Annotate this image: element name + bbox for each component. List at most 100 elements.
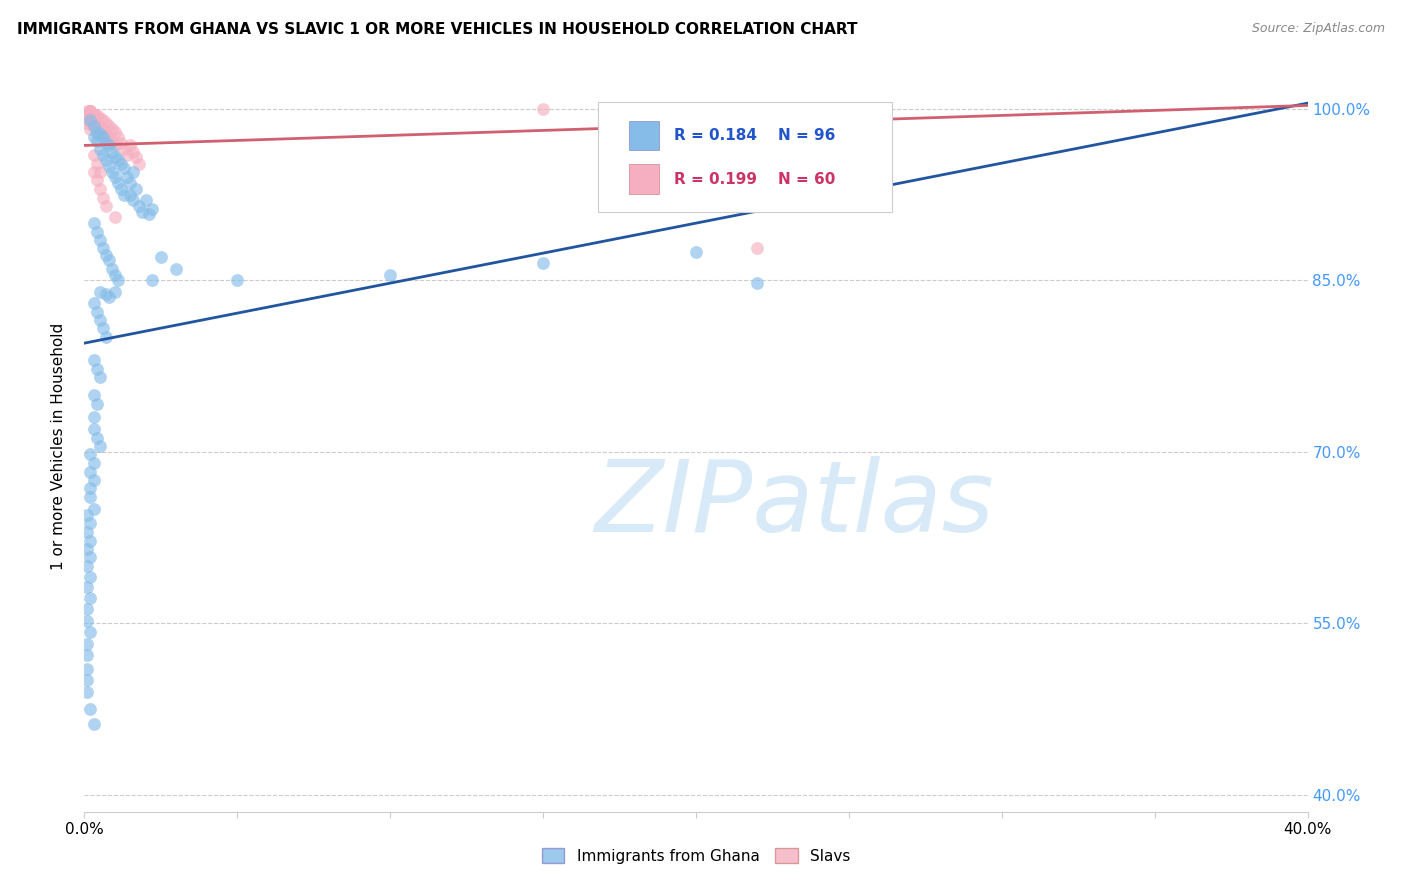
Point (86, 362, 108, 376)
Point (91, 191, 114, 205)
Point (83, 147, 105, 161)
Point (89, 182, 111, 196)
Point (86, 113, 108, 128)
Point (83, 119, 105, 133)
Point (115, 170, 138, 185)
Point (89, 164, 111, 178)
Point (91, 147, 114, 161)
Point (110, 157, 132, 171)
Point (125, 182, 148, 196)
Point (91, 130, 114, 145)
Point (110, 182, 132, 196)
Point (122, 194, 145, 208)
Point (79, 107, 101, 121)
Point (79, 122, 101, 136)
Point (89, 439, 111, 453)
Point (104, 150, 127, 164)
Point (685, 244, 707, 259)
Point (83, 410, 105, 425)
Point (531, 256, 554, 270)
Point (125, 150, 148, 164)
Point (83, 387, 105, 401)
Point (83, 716, 105, 731)
Point (86, 305, 108, 319)
Point (83, 119, 105, 133)
Point (79, 591, 101, 605)
Point (76, 541, 98, 556)
Point (141, 273, 163, 287)
Point (86, 172, 108, 186)
Point (131, 204, 153, 219)
Point (83, 113, 105, 128)
Point (101, 145, 124, 160)
Point (83, 107, 105, 121)
Point (79, 570, 101, 584)
Point (91, 241, 114, 255)
Point (112, 142, 135, 156)
Point (380, 268, 402, 282)
Point (76, 637, 98, 651)
Point (79, 113, 101, 128)
Point (110, 136, 132, 150)
Point (83, 130, 105, 145)
Point (94, 136, 117, 150)
Point (83, 353, 105, 368)
Point (79, 491, 101, 505)
Point (120, 187, 142, 202)
Text: ZIPatlas: ZIPatlas (593, 456, 994, 553)
Point (112, 161, 135, 176)
Point (79, 104, 101, 119)
Point (79, 447, 101, 461)
Point (79, 107, 101, 121)
Point (104, 170, 127, 185)
Point (83, 216, 105, 230)
Point (86, 127, 108, 141)
Point (86, 134, 108, 148)
Point (128, 199, 150, 213)
Point (76, 115, 98, 129)
Point (122, 164, 145, 178)
Point (104, 285, 127, 299)
Point (89, 127, 111, 141)
Point (76, 648, 98, 662)
Bar (628, 120, 659, 150)
Bar (628, 164, 659, 194)
Point (101, 261, 124, 276)
Point (120, 176, 142, 190)
Point (107, 153, 129, 168)
Point (79, 516, 101, 530)
Point (76, 508, 98, 522)
Text: Source: ZipAtlas.com: Source: ZipAtlas.com (1251, 22, 1385, 36)
Point (76, 614, 98, 628)
Point (83, 422, 105, 436)
Point (79, 702, 101, 716)
Point (86, 225, 108, 239)
Point (104, 125, 127, 139)
FancyBboxPatch shape (598, 103, 891, 212)
Point (141, 202, 163, 217)
Point (83, 456, 105, 470)
Point (120, 138, 142, 153)
Point (122, 145, 145, 160)
Point (89, 233, 111, 247)
Point (107, 176, 129, 190)
Point (94, 330, 117, 344)
Point (91, 113, 114, 128)
Point (94, 153, 117, 168)
Point (79, 104, 101, 119)
Point (79, 625, 101, 640)
Point (94, 248, 117, 262)
Point (94, 199, 117, 213)
Point (165, 261, 187, 276)
Point (83, 119, 105, 133)
Text: IMMIGRANTS FROM GHANA VS SLAVIC 1 OR MORE VEHICLES IN HOUSEHOLD CORRELATION CHAR: IMMIGRANTS FROM GHANA VS SLAVIC 1 OR MOR… (17, 22, 858, 37)
Point (89, 370, 111, 384)
Point (83, 107, 105, 121)
Point (94, 127, 117, 141)
Point (83, 296, 105, 310)
Point (104, 268, 127, 282)
Point (97, 119, 120, 133)
Point (107, 273, 129, 287)
Point (76, 602, 98, 616)
Point (83, 164, 105, 178)
